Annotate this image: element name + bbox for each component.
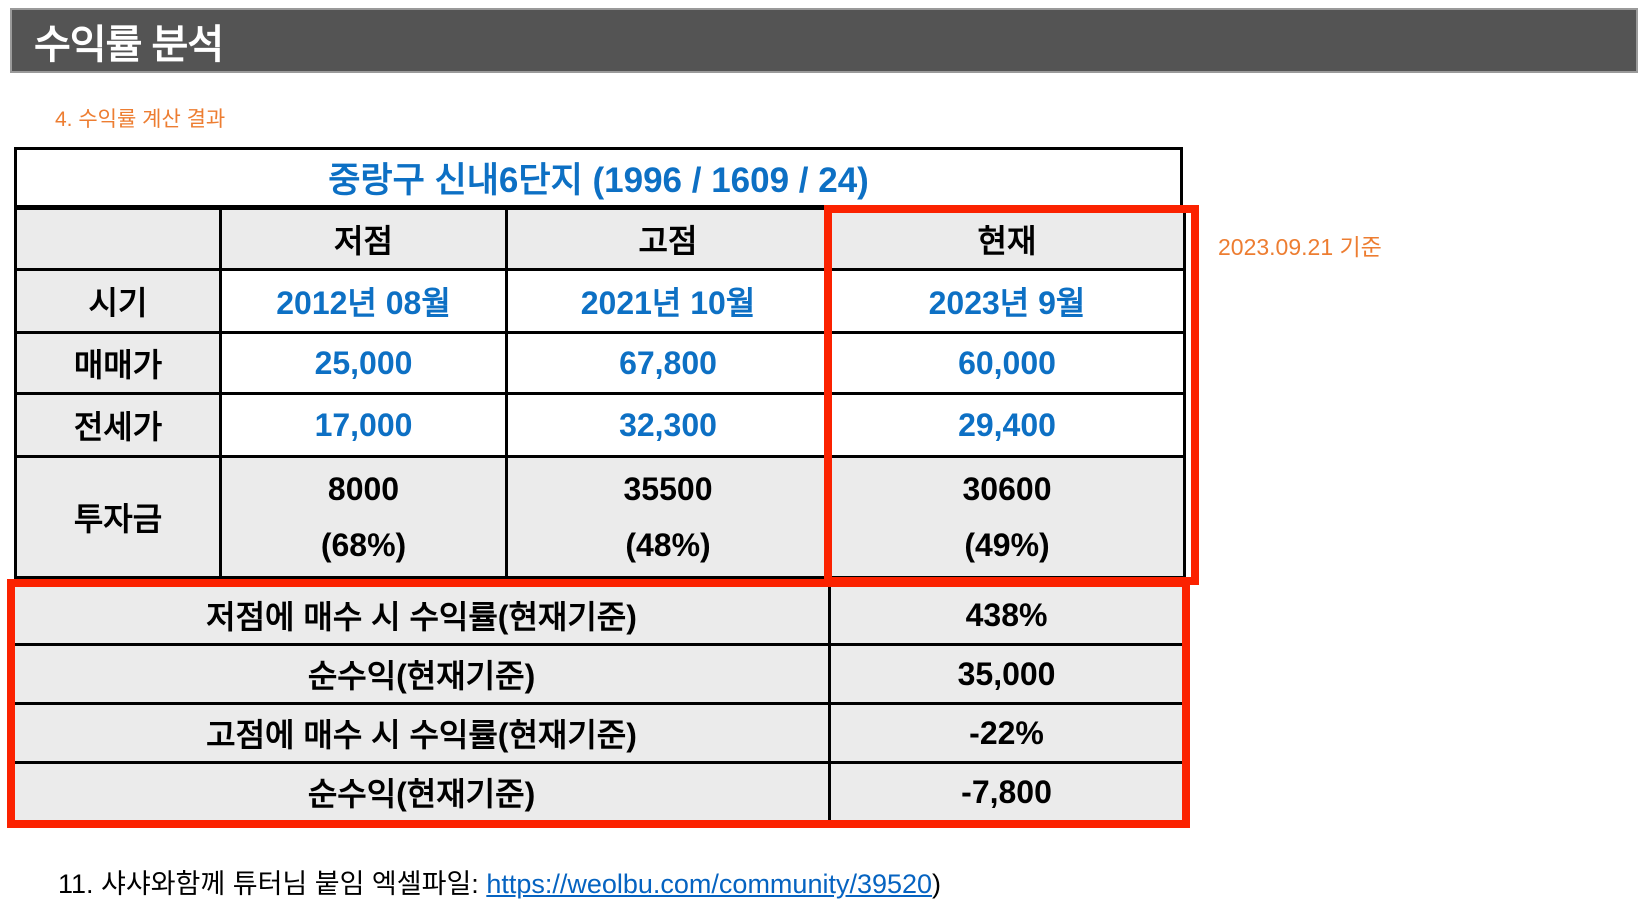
excel-file-link[interactable]: https://weolbu.com/community/39520 <box>486 869 933 899</box>
section-subtitle: 4. 수익률 계산 결과 <box>55 108 226 131</box>
summary-value-high-buy-return: -22% <box>828 702 1188 764</box>
jeonse-price-low: 17,000 <box>219 392 508 458</box>
summary-label-net-profit-low: 순수익(현재기준) <box>9 643 832 705</box>
investment-low-value: 8000 <box>327 470 400 507</box>
return-summary-table: 저점에 매수 시 수익률(현재기준) 438% 순수익(현재기준) 35,000… <box>7 579 1190 828</box>
investment-low-percent: (68%) <box>320 526 407 563</box>
summary-row-high-buy-return: 고점에 매수 시 수익률(현재기준) -22% <box>9 702 1188 764</box>
summary-row-net-profit-low: 순수익(현재기준) 35,000 <box>9 643 1188 705</box>
col-header-current: 현재 <box>828 205 1186 271</box>
row-label-period: 시기 <box>14 268 222 334</box>
sale-price-high: 67,800 <box>505 331 831 395</box>
investment-high: 35500 (48%) <box>505 455 831 579</box>
price-table: 저점 고점 현재 시기 2012년 08월 2021년 10월 2023년 9월… <box>14 205 1186 579</box>
profit-analysis-table: 중랑구 신내6단지 (1996 / 1609 / 24) 저점 고점 현재 시기… <box>7 147 1199 828</box>
investment-high-percent: (48%) <box>625 526 711 563</box>
table-title: 중랑구 신내6단지 (1996 / 1609 / 24) <box>14 147 1183 205</box>
summary-label-net-profit-high: 순수익(현재기준) <box>9 761 832 826</box>
col-header-high: 고점 <box>505 205 831 271</box>
period-low: 2012년 08월 <box>219 268 508 334</box>
table-row-investment: 투자금 8000 (68%) 35500 (48%) <box>14 455 1186 579</box>
summary-value-low-buy-return: 438% <box>828 581 1188 646</box>
summary-value-net-profit-low: 35,000 <box>828 643 1188 705</box>
page-header-bar: 수익률 분석 <box>10 8 1638 73</box>
investment-current-percent: (49%) <box>964 526 1050 563</box>
period-high: 2021년 10월 <box>505 268 831 334</box>
footer-text: 11. 샤샤와함께 튜터님 붙임 엑셀파일: <box>58 869 487 899</box>
row-label-jeonse-price: 전세가 <box>14 392 222 458</box>
table-row-sale-price: 매매가 25,000 67,800 60,000 <box>14 331 1186 395</box>
row-label-investment: 투자금 <box>14 455 222 579</box>
table-row-period: 시기 2012년 08월 2021년 10월 2023년 9월 <box>14 268 1186 334</box>
footer-line: 11. 샤샤와함께 튜터님 붙임 엑셀파일: https://weolbu.co… <box>58 862 941 901</box>
sale-price-current: 60,000 <box>828 331 1186 395</box>
summary-label-low-buy-return: 저점에 매수 시 수익률(현재기준) <box>9 581 832 646</box>
summary-row-low-buy-return: 저점에 매수 시 수익률(현재기준) 438% <box>9 581 1188 646</box>
jeonse-price-high: 32,300 <box>505 392 831 458</box>
jeonse-price-current: 29,400 <box>828 392 1186 458</box>
table-header-row: 저점 고점 현재 <box>14 205 1186 271</box>
table-row-jeonse-price: 전세가 17,000 32,300 29,400 <box>14 392 1186 458</box>
footer-suffix: ) <box>932 869 942 899</box>
investment-high-value: 35500 <box>623 470 713 507</box>
summary-value-net-profit-high: -7,800 <box>828 761 1188 826</box>
investment-current-value: 30600 <box>962 470 1052 507</box>
date-reference-note: 2023.09.21 기준 <box>1218 234 1382 260</box>
investment-current: 30600 (49%) <box>828 455 1186 579</box>
page-title: 수익률 분석 <box>34 22 224 67</box>
summary-label-high-buy-return: 고점에 매수 시 수익률(현재기준) <box>9 702 832 764</box>
row-label-sale-price: 매매가 <box>14 331 222 395</box>
investment-low: 8000 (68%) <box>219 455 508 579</box>
corner-cell <box>14 205 222 271</box>
col-header-low: 저점 <box>219 205 508 271</box>
period-current: 2023년 9월 <box>828 268 1186 334</box>
summary-row-net-profit-high: 순수익(현재기준) -7,800 <box>9 761 1188 826</box>
sale-price-low: 25,000 <box>219 331 508 395</box>
